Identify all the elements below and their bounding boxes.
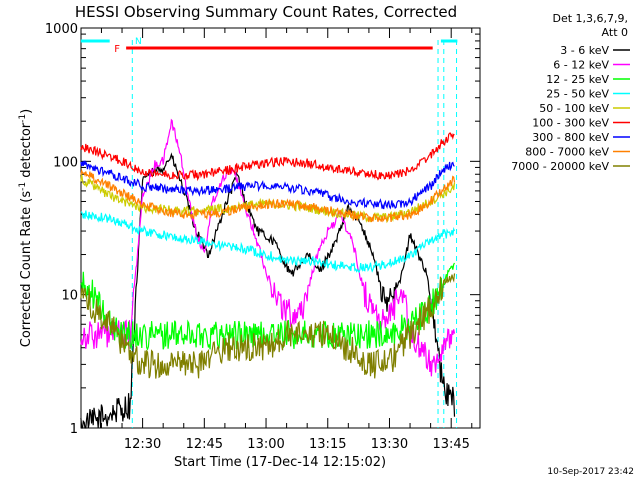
series-lines [80,118,456,429]
y-tick-labels: 1 10 100 1000 [45,22,78,437]
x-tick-label: 12:45 [186,437,223,452]
y-tick-label: 100 [53,155,78,170]
y-tick-label: 1 [70,422,78,437]
legend: Det 1,3,6,7,9, Att 0 3 - 6 keV 6 - 12 keV… [511,12,630,173]
legend-label: 6 - 12 keV [553,59,609,72]
series-line [80,152,456,429]
legend-label: 300 - 800 keV [532,131,609,144]
x-tick-label: 13:15 [309,437,346,452]
legend-label: 3 - 6 keV [560,44,609,57]
axis-ticks [81,27,480,429]
y-tick-label: 10 [61,289,78,304]
flag-n-label: N [135,37,142,47]
plot-frame [80,27,481,429]
y-axis-label-end: ) [19,109,34,114]
y-axis-label-sup1: -1 [18,182,28,191]
y-axis-label-main: Corrected Count Rate (s [19,191,34,348]
flag-f-label: F [114,44,120,55]
x-tick-label: 12:30 [124,437,161,452]
legend-label: 7000 - 20000 keV [511,160,609,173]
y-axis-label: Corrected Count Rate (s-1 detector-1) [18,109,34,347]
legend-header-attenuator: Att 0 [602,26,628,39]
series-line [80,132,455,182]
legend-label: 100 - 300 keV [532,117,609,130]
x-tick-label: 13:30 [371,437,408,452]
observing-markers: FN [80,37,458,428]
y-axis-label-sup2: -1 [18,114,28,123]
x-tick-labels: 12:30 12:45 13:00 13:15 13:30 13:45 [124,437,470,452]
legend-label: 12 - 25 keV [546,73,609,86]
x-tick-label: 13:45 [432,437,469,452]
y-tick-label: 1000 [45,22,78,37]
series-line [80,118,456,377]
legend-label: 25 - 50 keV [546,88,609,101]
series-line [80,262,456,351]
footer-timestamp: 10-Sep-2017 23:42 [547,467,634,477]
chart-title: HESSI Observing Summary Count Rates, Cor… [75,3,457,21]
series-line [80,168,456,223]
x-axis-label: Start Time (17-Dec-14 12:15:02) [174,455,386,470]
series-line [80,210,456,274]
series-line [80,160,455,210]
series-line [80,273,456,379]
legend-header-detectors: Det 1,3,6,7,9, [552,12,628,25]
y-axis-label-mid: detector [19,122,34,182]
x-tick-label: 13:00 [247,437,284,452]
legend-label: 50 - 100 keV [539,102,609,115]
legend-label: 800 - 7000 keV [525,146,609,159]
